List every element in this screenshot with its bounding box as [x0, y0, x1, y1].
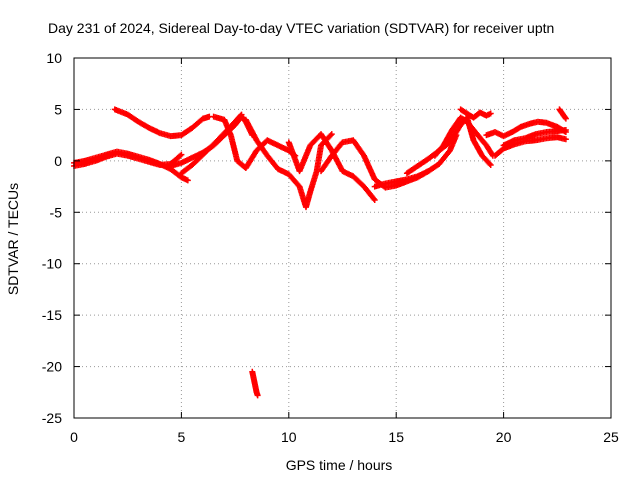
series-track-m — [457, 106, 494, 121]
y-tick-label: -5 — [50, 204, 63, 220]
series-track-b — [71, 150, 185, 169]
series-track-g — [242, 116, 335, 211]
data-point — [562, 127, 569, 133]
data-point — [184, 177, 191, 184]
chart-title: Day 231 of 2024, Sidereal Day-to-day VTE… — [48, 20, 554, 36]
data-points — [71, 106, 569, 399]
y-axis-label: SDTVAR / TECUs — [5, 183, 21, 295]
series-track-q — [556, 106, 569, 122]
y-tick-label: -25 — [42, 410, 62, 426]
data-point — [486, 160, 493, 167]
y-tick-label: 5 — [54, 101, 62, 117]
x-tick-label: 15 — [388, 429, 404, 445]
x-axis-label: GPS time / hours — [286, 457, 393, 473]
data-point — [237, 112, 244, 119]
y-tick-label: 0 — [54, 153, 62, 169]
series-outlier — [249, 368, 261, 399]
x-tick-label: 20 — [496, 429, 512, 445]
series-track-h — [285, 131, 378, 203]
x-tick-label: 10 — [281, 429, 297, 445]
data-point — [487, 161, 494, 168]
x-tick-label: 0 — [70, 429, 78, 445]
y-tick-label: 10 — [46, 50, 62, 66]
data-point — [177, 152, 184, 159]
plot-frame — [73, 57, 612, 419]
data-point — [178, 151, 185, 158]
data-point — [562, 115, 569, 122]
y-tick-label: -10 — [42, 256, 62, 272]
data-point — [238, 111, 245, 118]
data-point — [254, 392, 261, 399]
series-track-c — [111, 106, 213, 140]
x-tick-label: 5 — [178, 429, 186, 445]
data-point — [562, 136, 569, 143]
series-track-n — [483, 118, 569, 140]
series-track-l — [431, 114, 496, 159]
axis-ticks: 0 5 10 15 20 25 -25 -20 -15 -10 -5 0 5 10 — [42, 50, 619, 445]
data-point — [328, 131, 335, 138]
series-track-p — [500, 127, 569, 149]
x-tick-label: 25 — [603, 429, 619, 445]
data-point — [487, 110, 494, 117]
y-tick-label: -20 — [42, 359, 62, 375]
data-point — [371, 196, 378, 203]
data-point — [327, 132, 334, 139]
series-track-j — [371, 132, 460, 190]
y-tick-label: -15 — [42, 307, 62, 323]
data-point — [370, 195, 377, 202]
